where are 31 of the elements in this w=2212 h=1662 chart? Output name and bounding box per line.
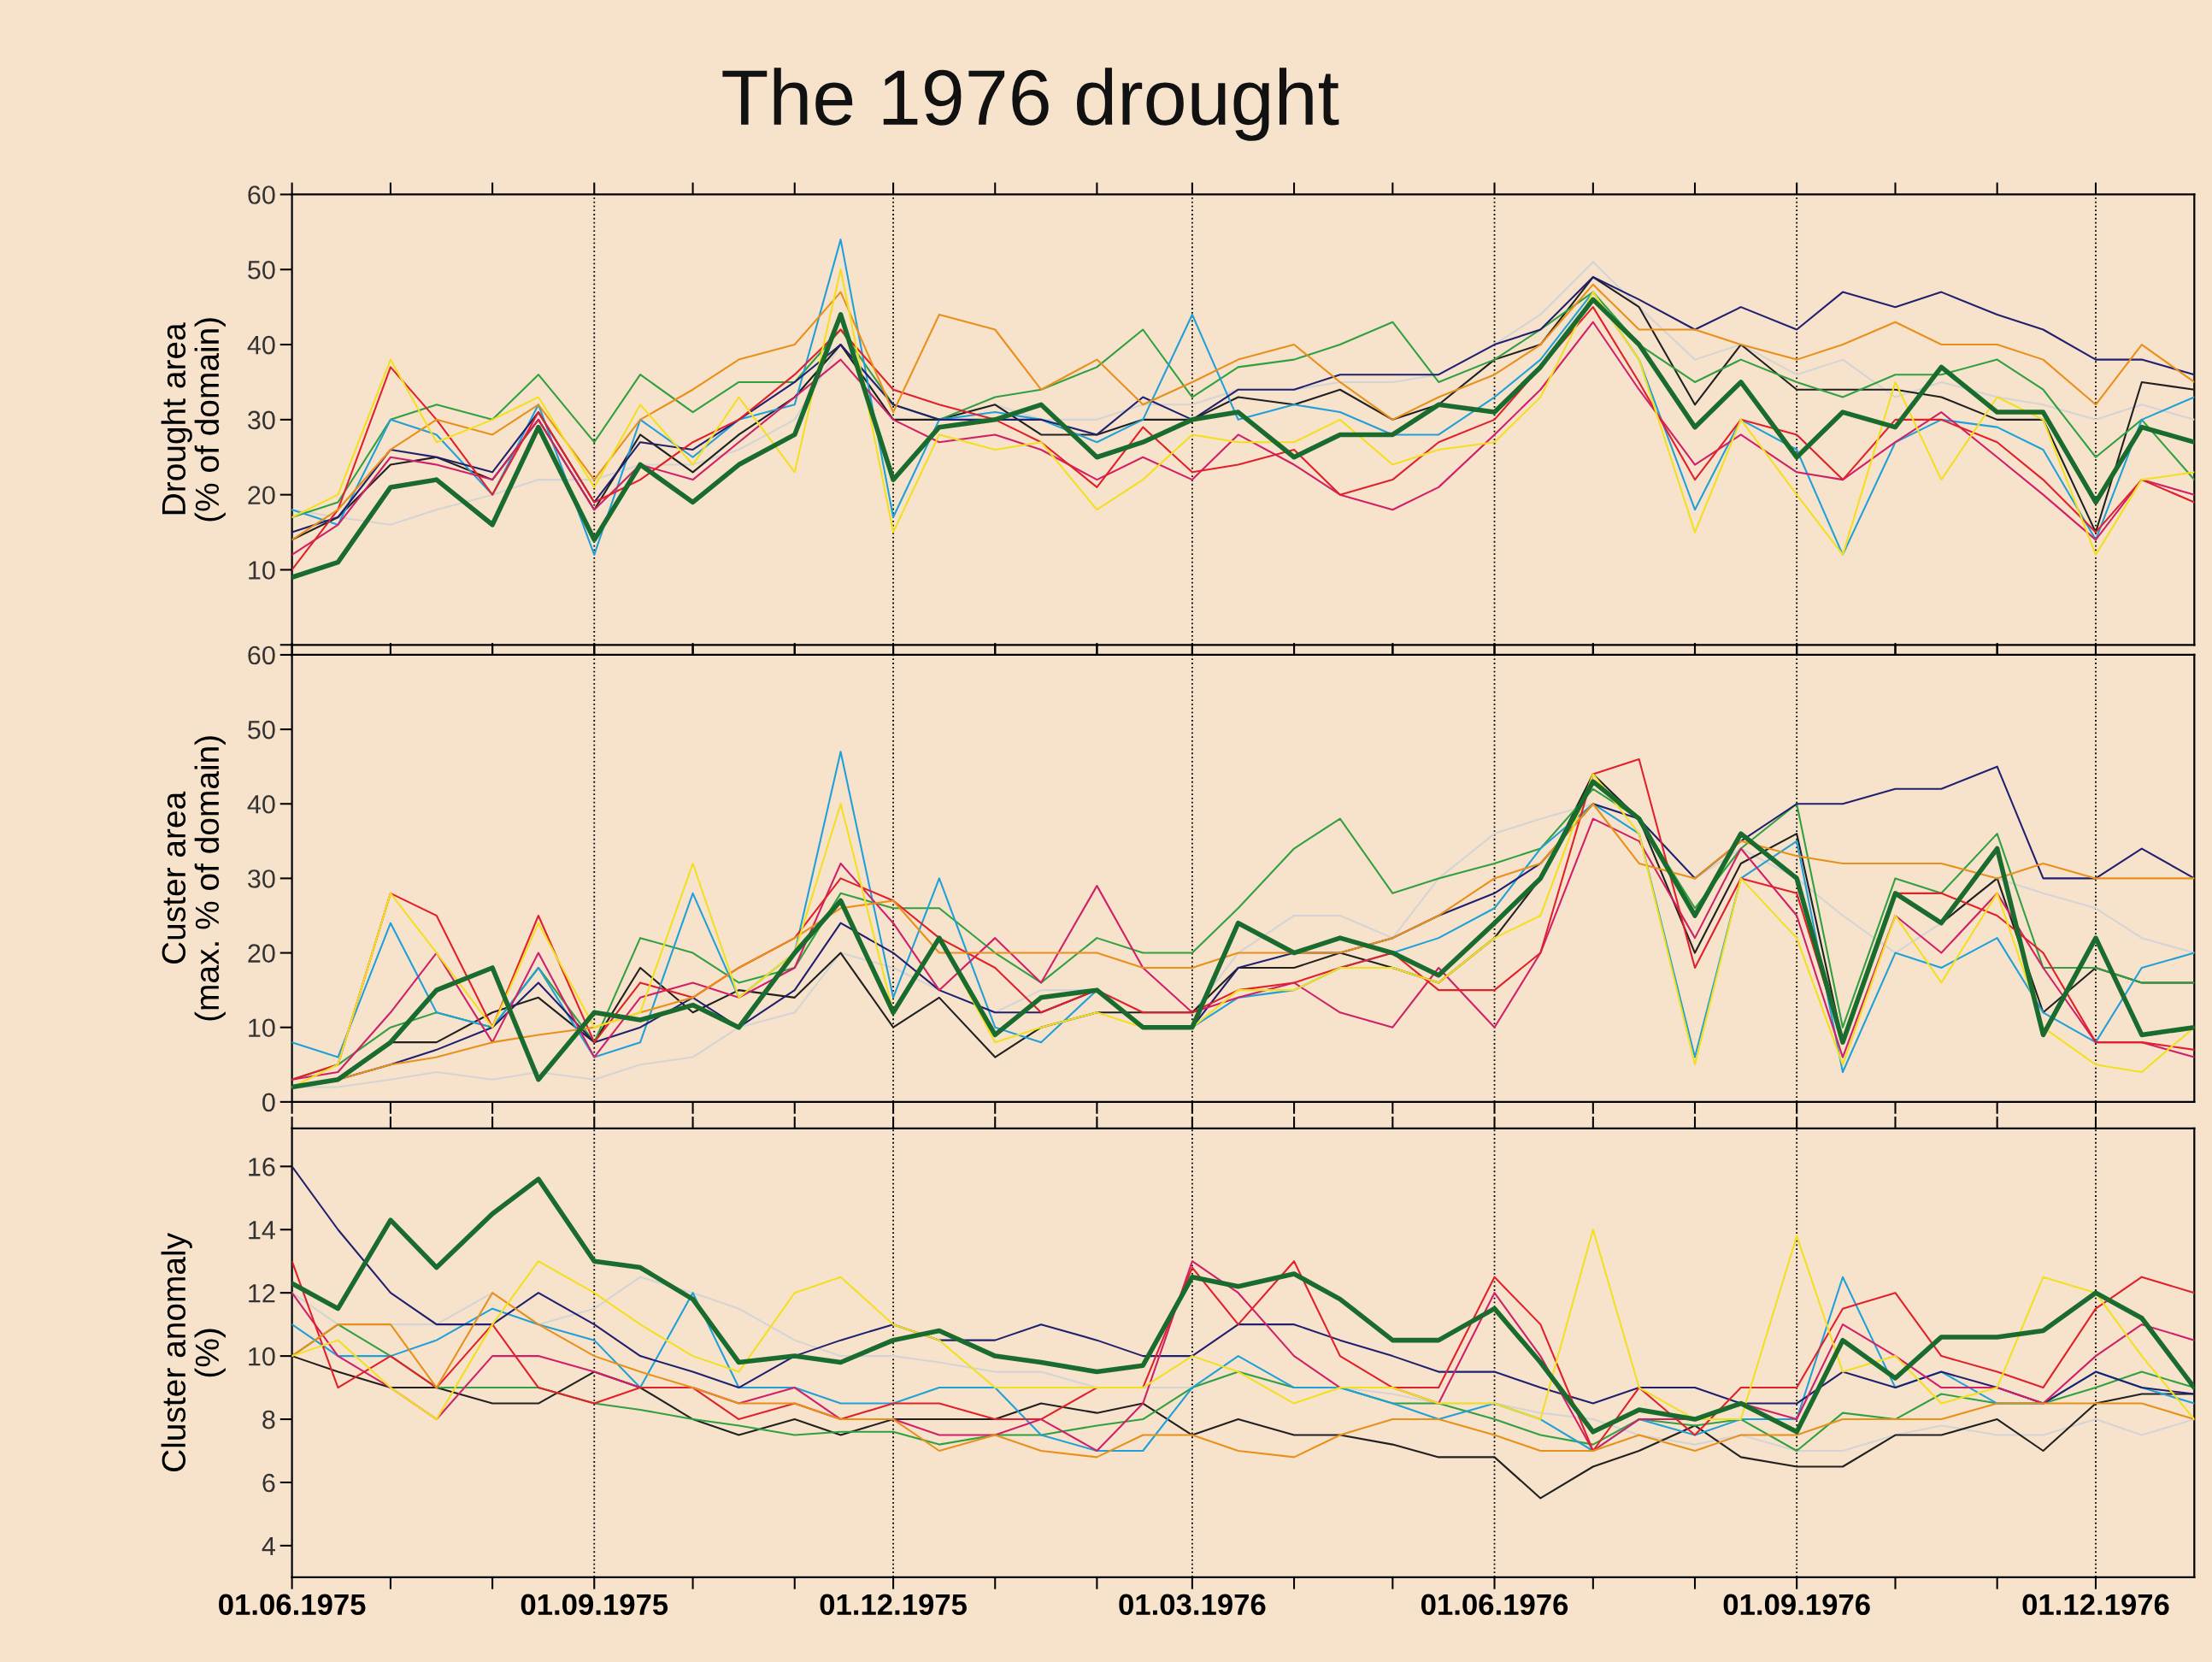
y-tick-label: 10 [249,1347,275,1366]
y-axis-title: Cluster anomaly (%) [161,1232,226,1471]
y-axis-title: Drought area (% of domain) [161,318,226,522]
x-tick-label: 01.09.1976 [1723,1594,1870,1616]
y-tick-label: 14 [249,1221,275,1240]
y-tick-label: 0 [262,1093,275,1112]
y-tick-label: 30 [248,410,275,430]
y-tick-label: 50 [248,260,275,280]
x-tick-label: 01.12.1975 [820,1594,967,1616]
x-tick-label: 01.12.1976 [2022,1594,2169,1616]
y-tick-label: 60 [248,186,275,204]
y-tick-label: 16 [249,1158,275,1176]
x-tick-label: 01.03.1976 [1119,1594,1266,1616]
y-tick-label: 40 [247,794,275,814]
y-tick-label: 40 [247,335,275,355]
y-tick-label: 6 [262,1473,275,1493]
y-tick-label: 8 [262,1410,275,1429]
y-axis-title: Custer area (max. % of domain) [162,736,226,1021]
y-tick-label: 4 [262,1536,275,1555]
y-tick-label: 30 [248,869,275,888]
y-tick-label: 20 [248,944,275,963]
y-tick-label: 12 [249,1283,275,1303]
y-tick-label: 10 [249,561,275,580]
x-tick-label: 01.06.1976 [1421,1594,1568,1616]
y-tick-label: 10 [249,1018,275,1038]
y-tick-label: 60 [248,645,275,665]
chart-title: The 1976 drought [722,68,1339,141]
y-tick-label: 20 [248,486,275,505]
x-tick-label: 01.09.1975 [521,1594,668,1616]
x-tick-label: 01.06.1975 [219,1594,366,1616]
y-tick-label: 50 [248,720,275,740]
